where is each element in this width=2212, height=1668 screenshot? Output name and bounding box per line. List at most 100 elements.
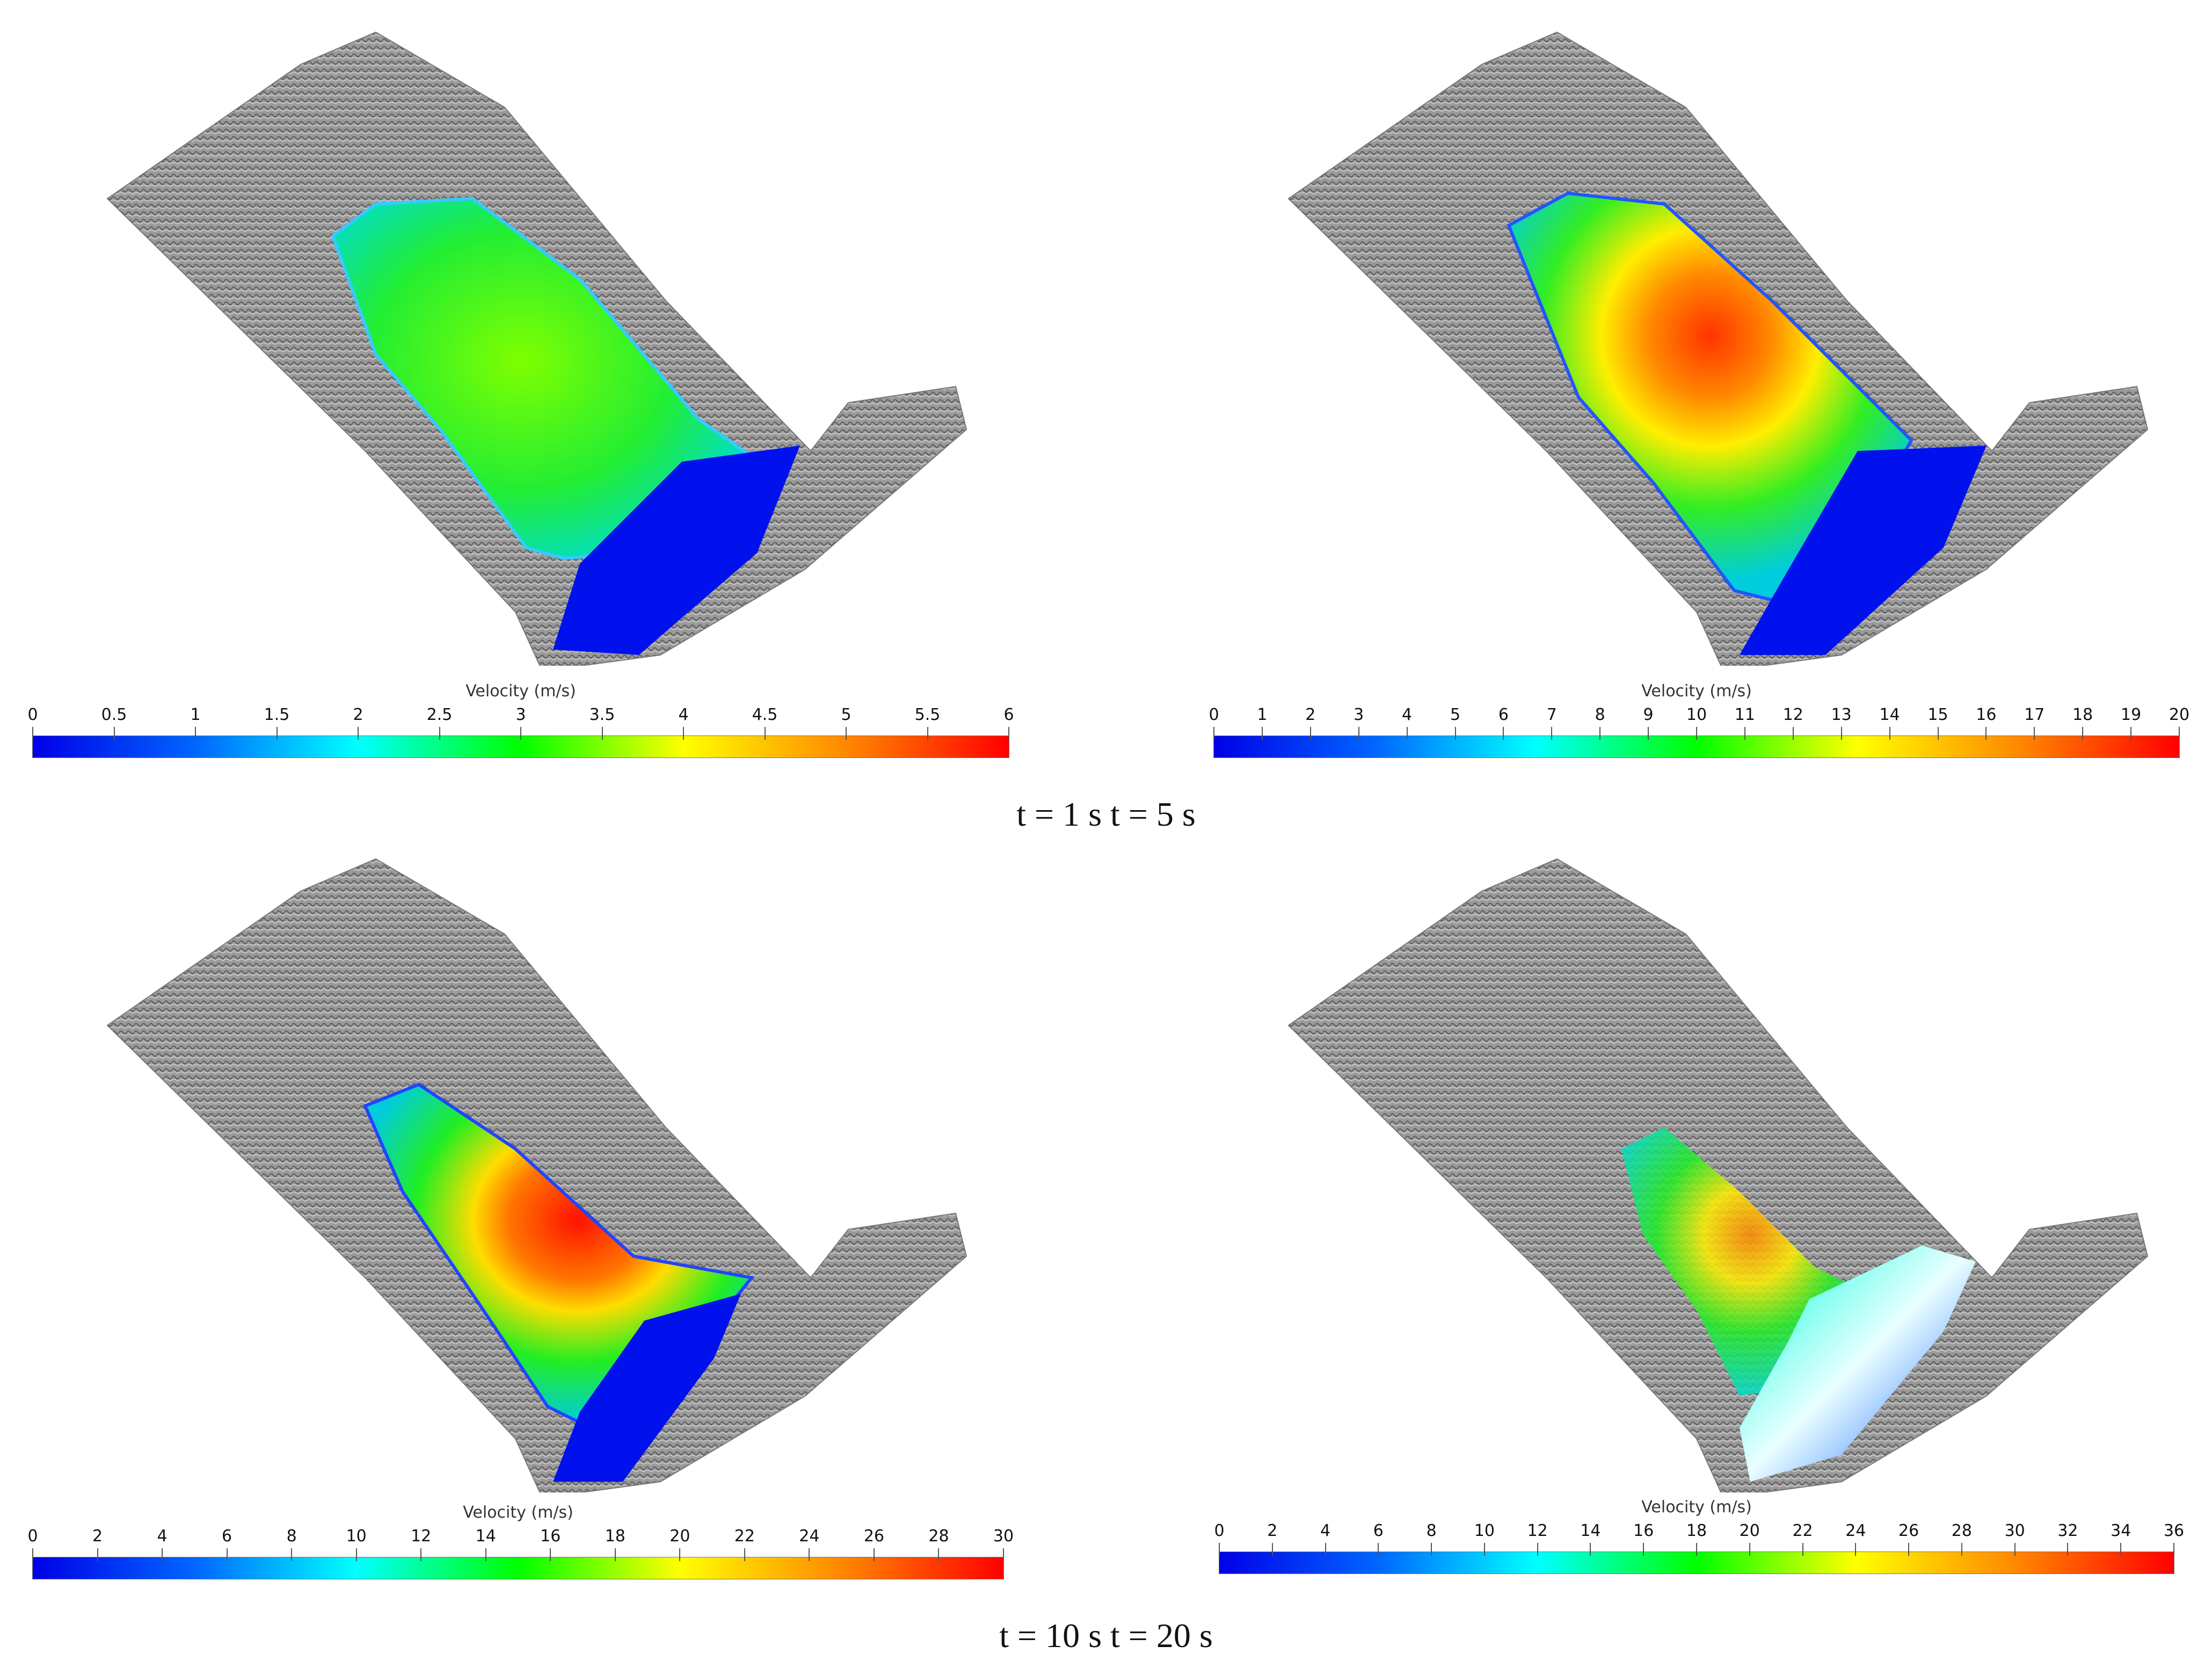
colorbar-tick-label: 13 [1831,705,1852,724]
colorbar-tick [355,1548,357,1561]
colorbar-tick-label: 15 [1927,705,1948,724]
colorbar-tick-label: 2.5 [426,705,453,724]
caption-bottom: t = 10 s t = 20 s [999,1616,1213,1655]
colorbar-tick [1648,727,1649,740]
colorbar-tick-label: 14 [1879,705,1900,724]
colorbar-tick [1503,727,1504,740]
colorbar-tick [2120,1543,2122,1556]
colorbar-tick [1271,1543,1273,1556]
colorbar-tick-label: 10 [1686,705,1707,724]
simulation-panel-t5 [1278,21,2191,666]
colorbar-tick-label: 6 [1373,1521,1384,1540]
colorbar-tick [744,1548,745,1561]
colorbar-tick-label: 4 [1320,1521,1331,1540]
colorbar-tick-label: 2 [1305,705,1316,724]
colorbar-tick [809,1548,810,1561]
colorbar-tick-label: 5.5 [914,705,941,724]
colorbar-tick [1744,727,1745,740]
terrain-view-t10 [106,858,967,1492]
colorbar-tick-label: 0.5 [101,705,127,724]
colorbar-tick-label: 5 [841,705,852,724]
simulation-panel-t1 [97,21,1009,666]
colorbar-tick [1889,727,1890,740]
colorbar-tick [1358,727,1359,740]
caption-top: t = 1 s t = 5 s [1016,795,1196,833]
colorbar-tick [1840,727,1842,740]
colorbar-tick [2067,1543,2069,1556]
colorbar-tick-label: 34 [2111,1521,2131,1540]
colorbar-tick-label: 8 [1426,1521,1437,1540]
colorbar-tick-label: 6 [1498,705,1509,724]
colorbar-tick-label: 1 [1257,705,1268,724]
terrain-view-t1 [106,31,967,666]
colorbar-tick [32,727,33,740]
colorbar-tick-label: 24 [1845,1521,1866,1540]
colorbar-tick-label: 9 [1643,705,1654,724]
colorbar-tick-label: 28 [928,1527,949,1546]
colorbar-tick [679,1548,681,1561]
colorbar-tick [873,1548,875,1561]
colorbar-tick [1454,727,1456,740]
colorbar-tick-label: 11 [1734,705,1755,724]
colorbar-tick-label: 0 [1209,705,1219,724]
colorbar-t20: Velocity (m/s) 0 2 4 6 8 10 12 14 16 18 20 22 24 26 28… [1214,1498,2184,1578]
colorbar-tick-label: 30 [993,1527,1014,1546]
colorbar-tick [1213,727,1214,740]
colorbar-tick-label: 14 [475,1527,496,1546]
colorbar-tick [1855,1543,1857,1556]
colorbar-tick-label: 20 [1739,1521,1760,1540]
colorbar-tick [1599,727,1601,740]
colorbar-tick-label: 0 [27,1527,38,1546]
colorbar-t10: Velocity (m/s) 0 2 4 6 8 10 12 14 16 18 20 22 24 26 28… [27,1503,1014,1584]
colorbar-tick [601,727,603,740]
colorbar-tick [97,1548,98,1561]
colorbar-tick-label: 1 [190,705,201,724]
colorbar-tick-label: 12 [1527,1521,1548,1540]
colorbar-tick-label: 7 [1546,705,1557,724]
colorbar-tick [113,727,115,740]
colorbar-tick [1378,1543,1379,1556]
colorbar-tick [1937,727,1939,740]
colorbar-tick-label: 24 [799,1527,820,1546]
colorbar-tick [1003,1548,1004,1561]
colorbar-tick-label: 4 [1402,705,1413,724]
colorbar-tick-label: 10 [346,1527,367,1546]
colorbar-tick [520,727,521,740]
colorbar-tick-label: 4 [678,705,689,724]
colorbar-tick-label: 20 [670,1527,690,1546]
colorbar-tick [1483,1543,1485,1556]
colorbar-tick [226,1548,228,1561]
colorbar-tick [2034,727,2035,740]
colorbar-tick-label: 2 [92,1527,103,1546]
colorbar-tick-label: 16 [1976,705,1997,724]
colorbar-tick-label: 16 [1633,1521,1654,1540]
colorbar-title: Velocity (m/s) [465,682,576,701]
colorbar-tick [927,727,928,740]
colorbar-tick-label: 4 [157,1527,168,1546]
colorbar-tick-label: 17 [2024,705,2045,724]
colorbar-tick-label: 26 [1898,1521,1919,1540]
colorbar-tick [32,1548,33,1561]
colorbar-tick [1325,1543,1326,1556]
colorbar-tick [1643,1543,1645,1556]
colorbar-tick-label: 4.5 [752,705,778,724]
colorbar-tick [1431,1543,1432,1556]
simulation-panel-t20 [1278,848,2191,1492]
colorbar-tick-label: 18 [605,1527,625,1546]
colorbar-tick [439,727,440,740]
colorbar-tick [358,727,359,740]
colorbar-tick [1696,727,1697,740]
colorbar-tick [1551,727,1553,740]
colorbar-tick [1008,727,1009,740]
colorbar-tick-label: 18 [1686,1521,1707,1540]
colorbar-tick-label: 8 [1595,705,1605,724]
colorbar-tick-label: 22 [1792,1521,1813,1540]
colorbar-tick [2173,1543,2174,1556]
terrain-view-t20 [1287,858,2149,1492]
colorbar-tick-label: 28 [1951,1521,1972,1540]
colorbar-tick-label: 6 [222,1527,232,1546]
colorbar-tick-label: 8 [286,1527,297,1546]
colorbar-title: Velocity (m/s) [463,1503,573,1522]
colorbar-tick [1985,727,1987,740]
colorbar-tick [1749,1543,1750,1556]
